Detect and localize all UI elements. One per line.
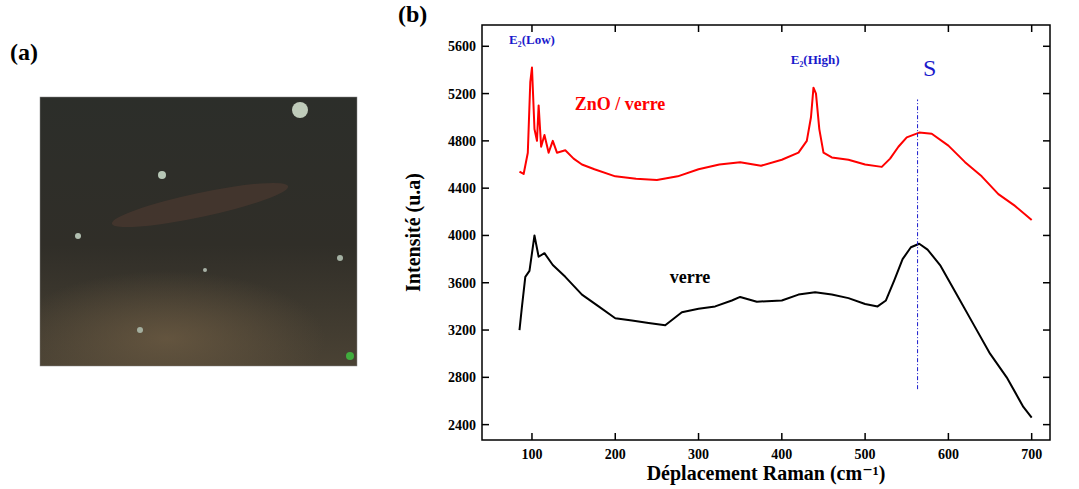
series-label: ZnO / verre (575, 94, 666, 114)
series-line (519, 68, 1031, 221)
x-tick (698, 433, 700, 440)
y-tick (1043, 282, 1050, 284)
y-tick (482, 46, 489, 48)
x-tick (948, 433, 950, 440)
image-spot (158, 171, 166, 179)
image-area (40, 97, 357, 366)
y-tick (482, 329, 489, 331)
plot-data (519, 68, 1031, 418)
peak-annotation: E₂(Low) (509, 32, 555, 47)
y-tick-label: 2400 (448, 418, 476, 433)
y-tick (1043, 235, 1050, 237)
y-tick (482, 235, 489, 237)
x-tick (615, 433, 617, 440)
y-axis-title: Intensité (u.a) (402, 173, 425, 292)
series-line (519, 235, 1031, 417)
marker-line (917, 99, 918, 389)
image-spot (203, 268, 207, 272)
y-tick (482, 187, 489, 189)
image-texture (40, 230, 357, 366)
x-tick (698, 25, 700, 32)
y-tick (482, 377, 489, 379)
y-tick-label: 4400 (448, 181, 476, 196)
panel-label: (a) (10, 39, 38, 65)
x-tick-label: 500 (855, 447, 876, 462)
y-tick (1043, 187, 1050, 189)
y-tick (1043, 93, 1050, 95)
peak-annotation: E₂(High) (791, 52, 840, 67)
image-spot (292, 102, 308, 118)
x-tick-label: 700 (1021, 447, 1042, 462)
y-tick-label: 4000 (448, 228, 476, 243)
x-tick (948, 25, 950, 32)
image-spot (337, 255, 343, 261)
y-tick (482, 424, 489, 426)
series-label: verre (670, 267, 711, 287)
peak-annotation: S (923, 55, 936, 81)
x-tick (781, 25, 783, 32)
x-tick-label: 600 (938, 447, 959, 462)
x-tick-label: 300 (688, 447, 709, 462)
x-tick (531, 433, 533, 440)
x-tick (615, 25, 617, 32)
y-tick-label: 3600 (448, 276, 476, 291)
image-spot (75, 233, 81, 239)
x-axis-title: Déplacement Raman (cm⁻¹) (647, 462, 886, 485)
x-tick-label: 100 (521, 447, 542, 462)
y-tick-label: 3200 (448, 323, 476, 338)
figure: (a) (b) 2400 2800 3200 3600 4000 4400 4800 5200 56… (0, 0, 1079, 489)
x-tick-label: 400 (771, 447, 792, 462)
y-tick-label: 5200 (448, 87, 476, 102)
panel-label: (b) (398, 1, 427, 27)
y-tick (482, 93, 489, 95)
x-tick (864, 433, 866, 440)
y-tick (1043, 424, 1050, 426)
x-tick (864, 25, 866, 32)
y-tick (482, 140, 489, 142)
image-texture (109, 175, 290, 236)
y-tick-label: 2800 (448, 370, 476, 385)
y-tick (482, 282, 489, 284)
y-tick (1043, 377, 1050, 379)
y-tick-label: 4800 (448, 134, 476, 149)
x-tick (781, 433, 783, 440)
x-tick-label: 200 (605, 447, 626, 462)
y-tick (1043, 46, 1050, 48)
plot-frame (482, 25, 1050, 440)
image-spot (137, 327, 143, 333)
y-tick (1043, 140, 1050, 142)
image-spot (346, 352, 354, 360)
x-tick (1031, 433, 1033, 440)
micrograph (40, 97, 357, 366)
y-tick (1043, 329, 1050, 331)
x-tick (1031, 25, 1033, 32)
y-tick-label: 5600 (448, 39, 476, 54)
